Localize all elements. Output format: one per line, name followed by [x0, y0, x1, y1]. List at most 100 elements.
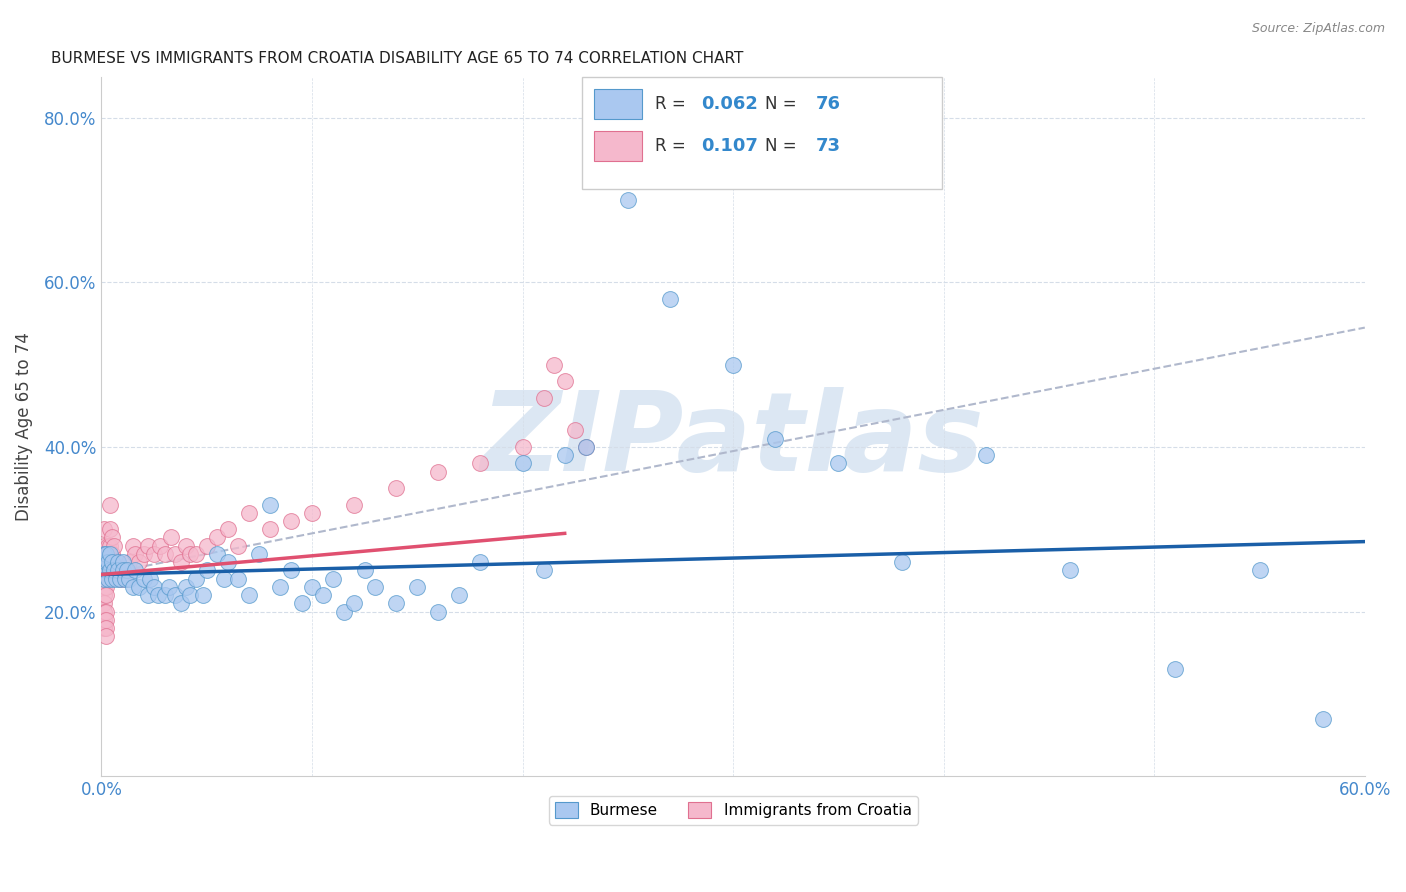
Point: [103, 539, 125, 553]
Point: [228, 572, 250, 586]
Point: [311, 588, 333, 602]
Legend: Burmese, Immigrants from Croatia: Burmese, Immigrants from Croatia: [548, 797, 918, 824]
Point: [332, 605, 354, 619]
Text: BURMESE VS IMMIGRANTS FROM CROATIA DISABILITY AGE 65 TO 74 CORRELATION CHART: BURMESE VS IMMIGRANTS FROM CROATIA DISAB…: [51, 51, 744, 66]
Point: [406, 580, 429, 594]
Point: [353, 563, 375, 577]
Point: [385, 596, 408, 610]
Point: [160, 531, 183, 545]
Point: [97, 547, 120, 561]
Point: [97, 555, 120, 569]
Point: [143, 580, 166, 594]
Point: [1249, 563, 1271, 577]
Point: [103, 563, 125, 577]
Point: [114, 572, 136, 586]
Point: [575, 440, 598, 454]
Point: [149, 539, 172, 553]
Point: [179, 547, 201, 561]
Point: [105, 563, 128, 577]
Point: [97, 539, 120, 553]
Point: [98, 555, 121, 569]
Point: [115, 563, 138, 577]
Point: [533, 391, 555, 405]
Point: [118, 572, 141, 586]
Point: [554, 374, 576, 388]
Point: [111, 555, 134, 569]
Point: [97, 563, 120, 577]
Point: [153, 547, 176, 561]
Point: [114, 572, 136, 586]
Point: [238, 588, 260, 602]
Text: 76: 76: [815, 95, 841, 113]
Point: [122, 580, 145, 594]
Point: [301, 580, 323, 594]
FancyBboxPatch shape: [595, 89, 643, 119]
Point: [124, 563, 146, 577]
Point: [110, 572, 132, 586]
Point: [827, 457, 849, 471]
Point: [107, 555, 129, 569]
Point: [105, 572, 128, 586]
Point: [659, 292, 682, 306]
Text: N =: N =: [765, 95, 801, 113]
Point: [98, 539, 121, 553]
Point: [122, 539, 145, 553]
Point: [101, 555, 124, 569]
Point: [157, 580, 180, 594]
Point: [93, 613, 115, 627]
Point: [93, 563, 115, 577]
Point: [186, 572, 208, 586]
Point: [148, 588, 170, 602]
Point: [93, 563, 115, 577]
Point: [974, 448, 997, 462]
Y-axis label: Disability Age 65 to 74: Disability Age 65 to 74: [15, 332, 32, 521]
Text: 73: 73: [815, 136, 841, 155]
Point: [111, 563, 134, 577]
Point: [207, 547, 229, 561]
Point: [1164, 662, 1187, 676]
Point: [98, 563, 121, 577]
Point: [1312, 712, 1334, 726]
Point: [94, 629, 117, 643]
Point: [94, 572, 117, 586]
Point: [101, 531, 124, 545]
Point: [554, 448, 576, 462]
Point: [470, 457, 492, 471]
Point: [512, 457, 534, 471]
Point: [280, 514, 302, 528]
Point: [890, 555, 912, 569]
Point: [322, 572, 344, 586]
Point: [128, 555, 150, 569]
Point: [343, 498, 366, 512]
Point: [228, 539, 250, 553]
Point: [93, 588, 115, 602]
Point: [170, 596, 193, 610]
Point: [195, 539, 218, 553]
Point: [107, 563, 129, 577]
Text: R =: R =: [655, 136, 690, 155]
Point: [191, 588, 214, 602]
Point: [94, 613, 117, 627]
Point: [364, 580, 387, 594]
Point: [136, 539, 159, 553]
Point: [301, 506, 323, 520]
Point: [143, 547, 166, 561]
Point: [93, 522, 115, 536]
Point: [93, 596, 115, 610]
Point: [97, 555, 120, 569]
FancyBboxPatch shape: [595, 131, 643, 161]
Point: [111, 563, 134, 577]
Point: [385, 481, 408, 495]
Point: [93, 555, 115, 569]
Point: [94, 547, 117, 561]
Point: [174, 539, 197, 553]
Point: [97, 572, 120, 586]
Point: [128, 580, 150, 594]
Point: [763, 432, 786, 446]
Point: [93, 605, 115, 619]
Point: [94, 563, 117, 577]
Point: [139, 572, 162, 586]
Point: [269, 580, 291, 594]
Point: [118, 555, 141, 569]
Point: [93, 580, 115, 594]
